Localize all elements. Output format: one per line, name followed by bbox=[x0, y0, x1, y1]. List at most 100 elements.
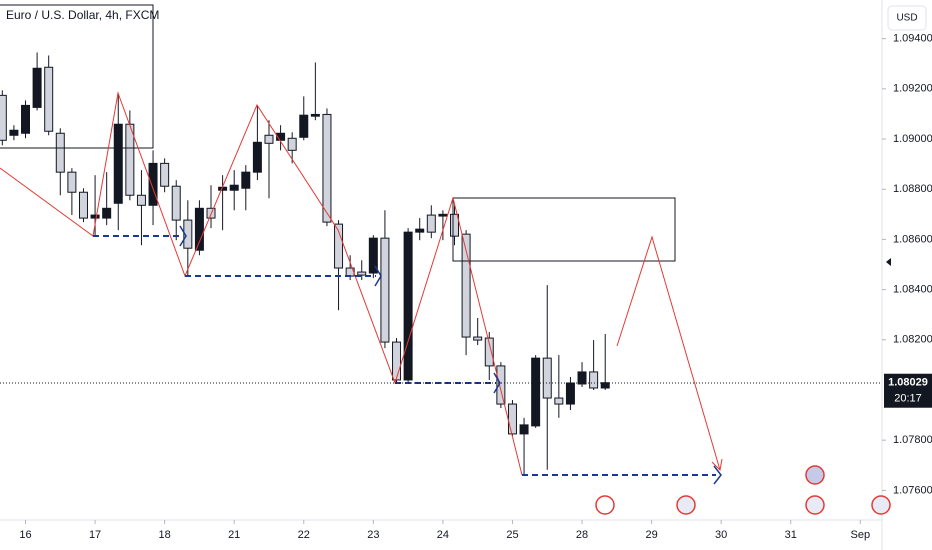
candle-body bbox=[252, 141, 262, 173]
x-tick-label: 24 bbox=[437, 529, 449, 541]
candle-body bbox=[276, 132, 286, 141]
candle-body bbox=[600, 382, 610, 389]
scroll-marker bbox=[886, 258, 891, 266]
candle-body bbox=[113, 123, 123, 204]
candle-body bbox=[589, 371, 599, 389]
last-price-label: 1.08029 bbox=[888, 377, 928, 389]
y-tick-label: 1.08400 bbox=[893, 284, 932, 296]
candles bbox=[0, 52, 610, 475]
event-icon bbox=[871, 495, 891, 515]
candle-body bbox=[0, 94, 7, 141]
x-tick-label: 22 bbox=[298, 529, 310, 541]
candle-body bbox=[264, 134, 274, 144]
candle-body bbox=[565, 382, 575, 405]
currency-button[interactable] bbox=[887, 5, 927, 31]
candle-body bbox=[415, 228, 425, 233]
event-icon bbox=[676, 495, 696, 515]
candle-body bbox=[403, 231, 413, 381]
candle-body bbox=[577, 371, 587, 385]
title-background bbox=[0, 6, 152, 26]
candle-body bbox=[21, 104, 31, 134]
y-tick-label: 1.08800 bbox=[893, 183, 932, 195]
y-tick-label: 1.07800 bbox=[893, 434, 932, 446]
x-tick-label: 16 bbox=[19, 529, 31, 541]
dashed-levels bbox=[93, 235, 716, 476]
level-arrows bbox=[179, 225, 722, 485]
x-tick-label: 29 bbox=[645, 529, 657, 541]
x-tick-label: 31 bbox=[785, 529, 797, 541]
candle-body bbox=[392, 341, 402, 381]
event-icons bbox=[595, 465, 891, 515]
x-tick-label: 30 bbox=[715, 529, 727, 541]
arrow-head bbox=[711, 458, 723, 472]
candle-body bbox=[32, 67, 42, 108]
candle-body bbox=[507, 403, 517, 435]
candle-body bbox=[438, 213, 448, 217]
last-price-box bbox=[884, 373, 932, 408]
candle-body bbox=[171, 185, 181, 221]
zone-box bbox=[0, 4, 154, 149]
candle-body bbox=[484, 337, 494, 367]
event-icon bbox=[805, 465, 825, 485]
zigzag-line bbox=[0, 91, 523, 476]
candle-body bbox=[322, 113, 332, 223]
arrow bbox=[713, 465, 722, 485]
candle-body bbox=[554, 397, 564, 405]
candle-body bbox=[136, 194, 146, 206]
y-tick-label: 1.08600 bbox=[893, 233, 932, 245]
candle-body bbox=[380, 237, 390, 343]
candle-body bbox=[90, 214, 100, 219]
currency-label[interactable]: USD bbox=[896, 13, 917, 24]
x-tick-label: 23 bbox=[367, 529, 379, 541]
candle-body bbox=[148, 162, 158, 206]
candle-body bbox=[519, 424, 529, 435]
candle-body bbox=[449, 213, 459, 237]
candle-body bbox=[194, 207, 204, 251]
candle-body bbox=[426, 214, 436, 233]
x-tick-label: 25 bbox=[506, 529, 518, 541]
candle-body bbox=[229, 184, 239, 191]
candle-body bbox=[241, 171, 251, 189]
candle-body bbox=[102, 207, 112, 219]
candle-body bbox=[9, 129, 19, 136]
event-icon bbox=[595, 495, 615, 515]
zone-box bbox=[452, 197, 676, 262]
candle-body bbox=[473, 336, 483, 341]
event-icon bbox=[805, 495, 825, 515]
y-tick-label: 1.09000 bbox=[893, 133, 932, 145]
x-tick-label: 17 bbox=[89, 529, 101, 541]
ticks: 1.09400 1.09200 1.09000 1.08800 1.08600 1.084… bbox=[19, 33, 932, 541]
candle-body bbox=[310, 113, 320, 117]
candle-body bbox=[67, 171, 77, 193]
y-tick-label: 1.07600 bbox=[893, 484, 932, 496]
candle-body bbox=[55, 132, 65, 173]
candle-body bbox=[287, 137, 297, 151]
y-tick-label: 1.09200 bbox=[893, 83, 932, 95]
candle-body bbox=[44, 66, 54, 132]
candle-body bbox=[461, 233, 471, 338]
x-tick-label: 21 bbox=[228, 529, 240, 541]
candle-body bbox=[78, 191, 88, 219]
x-tick-label: 28 bbox=[576, 529, 588, 541]
y-tick-label: 1.09400 bbox=[893, 33, 932, 45]
chart-title: Euro / U.S. Dollar, 4h, FXCM bbox=[6, 8, 159, 22]
x-tick-label: Sep bbox=[851, 529, 871, 541]
arrow bbox=[179, 225, 187, 247]
drawings bbox=[0, 4, 882, 485]
candle-body bbox=[531, 357, 541, 427]
candle-body bbox=[334, 223, 344, 269]
arrow bbox=[493, 372, 501, 394]
candle-body bbox=[183, 219, 193, 249]
candle-body bbox=[542, 357, 552, 399]
projection-line bbox=[616, 235, 721, 471]
candle-body bbox=[357, 271, 367, 276]
candle-body bbox=[125, 123, 135, 196]
candle-body bbox=[299, 114, 309, 138]
candle-body bbox=[160, 162, 170, 187]
arrow bbox=[374, 265, 382, 287]
countdown: 20:17 bbox=[894, 393, 922, 405]
candle-body bbox=[368, 237, 378, 274]
x-tick-label: 18 bbox=[159, 529, 171, 541]
y-tick-label: 1.08200 bbox=[893, 334, 932, 346]
